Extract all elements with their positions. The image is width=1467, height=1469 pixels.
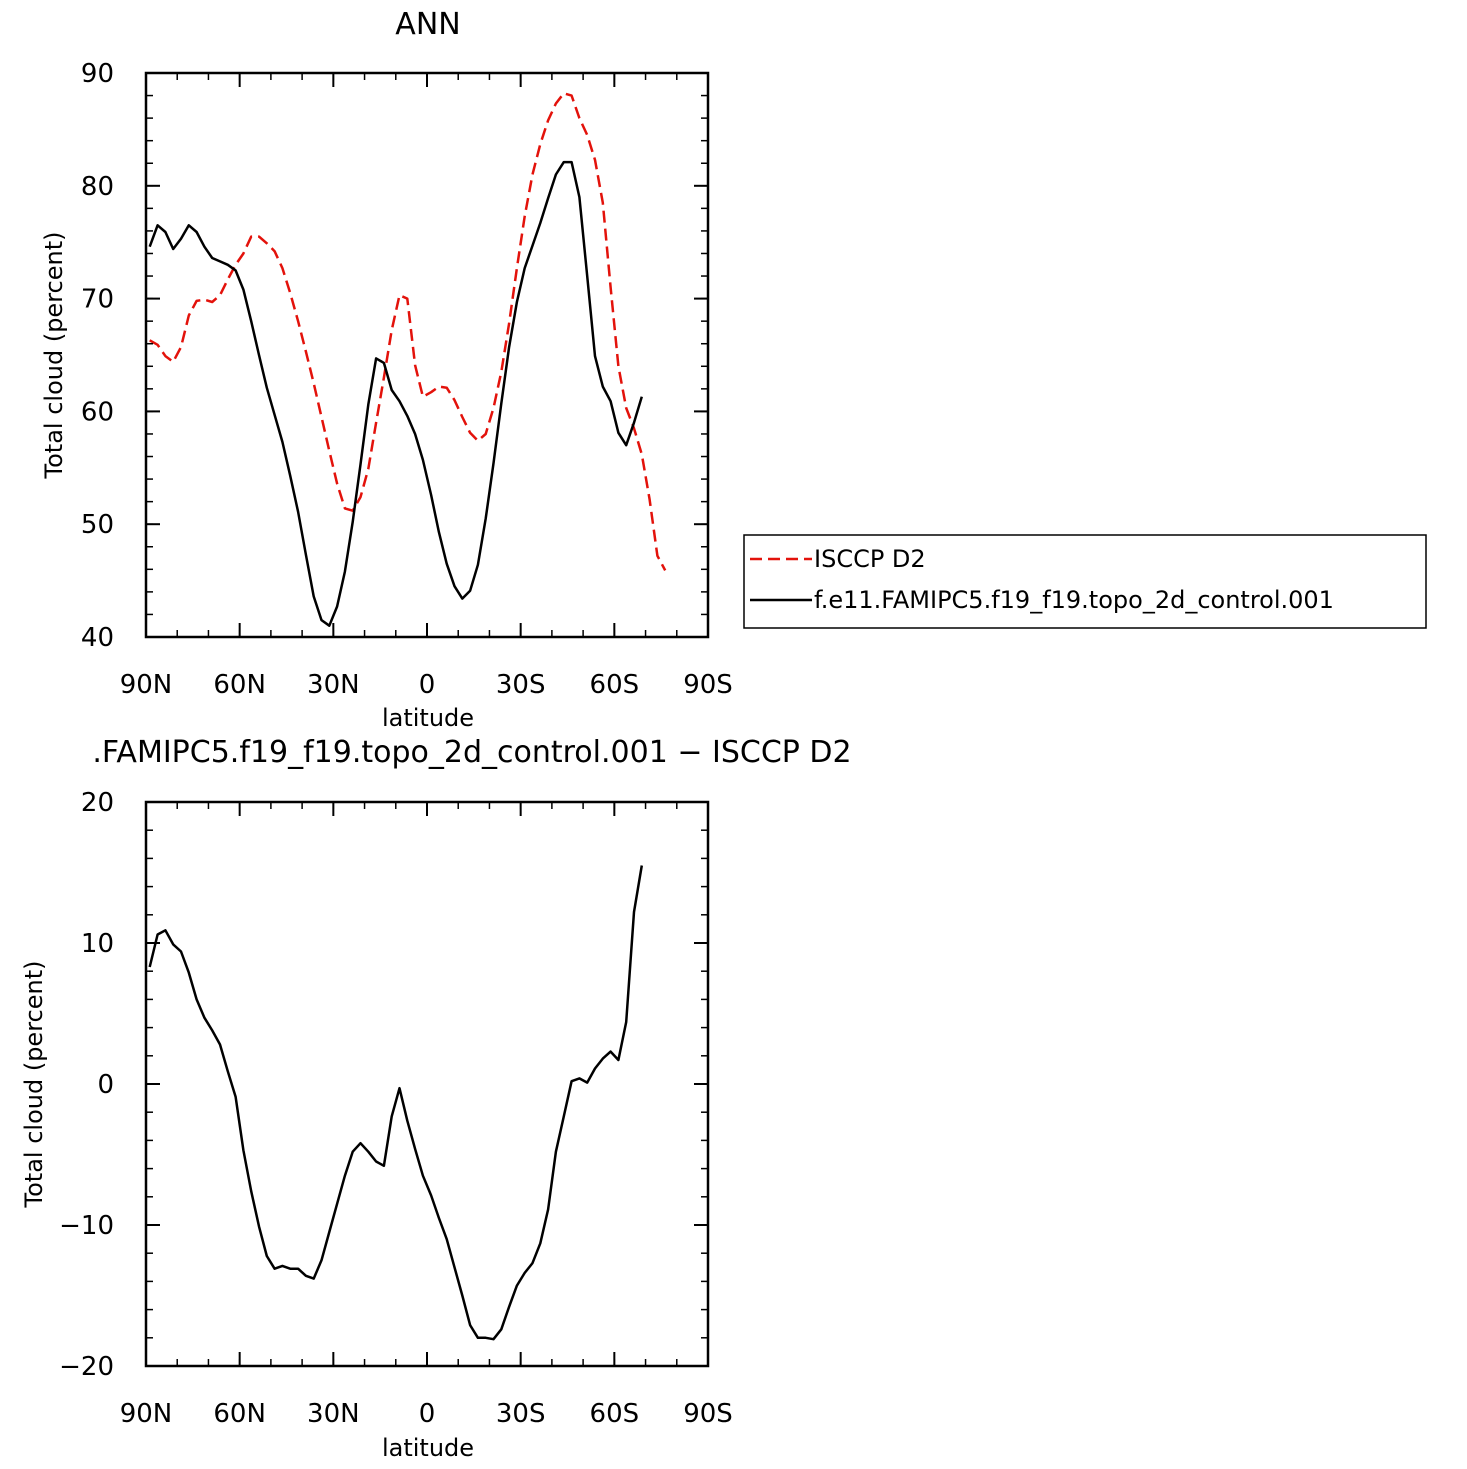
bottom-x-tick-label: 60N: [213, 1399, 266, 1429]
top-y-tick-label: 70: [81, 285, 114, 315]
bottom-chart-title: .FAMIPC5.f19_f19.topo_2d_control.001 − I…: [92, 735, 851, 770]
bottom-x-tick-label: 90S: [683, 1399, 733, 1429]
top-x-tick-label: 60N: [213, 670, 266, 700]
bottom-y-tick-label: −10: [59, 1211, 114, 1241]
bottom-x-axis-label: latitude: [382, 1434, 474, 1462]
top-panel: ANN 40 50 60 70 80 90 90N 60N 30N 0 30S 60S 90S Tota…: [40, 7, 1427, 732]
bottom-x-tick-label: 30S: [496, 1399, 546, 1429]
top-y-tick-label: 40: [81, 623, 114, 653]
legend-label-isccp: ISCCP D2: [814, 545, 926, 573]
top-y-tick-label: 50: [81, 510, 114, 540]
bottom-x-tick-label: 60S: [590, 1399, 640, 1429]
top-series-line-0: [149, 92, 667, 571]
top-y-tick-label: 80: [81, 172, 114, 202]
top-x-tick-label: 0: [419, 670, 436, 700]
bottom-y-tick-label: 0: [97, 1070, 114, 1100]
top-y-axis-label: Total cloud (percent): [40, 232, 68, 480]
bottom-x-tick-label: 90N: [120, 1399, 173, 1429]
top-y-tick-label: 60: [81, 397, 114, 427]
top-x-axis-label: latitude: [382, 704, 474, 732]
top-x-tick-label: 30N: [307, 670, 360, 700]
top-plot-frame: [144, 71, 710, 639]
top-x-tick-label: 30S: [496, 670, 546, 700]
top-x-tick-label: 90S: [683, 670, 733, 700]
bottom-series-group: [148, 865, 644, 1341]
top-x-tick-label: 90N: [120, 670, 173, 700]
bottom-panel: .FAMIPC5.f19_f19.topo_2d_control.001 − I…: [20, 735, 852, 1462]
bottom-ticks-group: −20 −10 0 10 20 90N 60N 30N 0 30S 60S 90S: [59, 788, 733, 1429]
bottom-y-tick-label: 20: [81, 788, 114, 818]
top-series-group: [148, 92, 667, 627]
top-series-line-1: [148, 160, 643, 627]
bottom-series-line-0: [148, 865, 644, 1341]
bottom-x-tick-label: 0: [419, 1399, 436, 1429]
top-ticks-group: 40 50 60 70 80 90 90N 60N 30N 0 30S 60S 90S: [81, 59, 733, 700]
top-x-tick-label: 60S: [590, 670, 640, 700]
bottom-y-axis-label: Total cloud (percent): [20, 961, 48, 1209]
legend-label-model: f.e11.FAMIPC5.f19_f19.topo_2d_control.00…: [814, 586, 1334, 614]
bottom-plot-frame: [144, 800, 710, 1368]
bottom-y-tick-label: 10: [81, 929, 114, 959]
bottom-y-tick-label: −20: [59, 1352, 114, 1382]
bottom-x-tick-label: 30N: [307, 1399, 360, 1429]
top-chart-title: ANN: [395, 7, 460, 42]
legend: ISCCP D2 f.e11.FAMIPC5.f19_f19.topo_2d_c…: [743, 534, 1427, 629]
legend-box: [743, 534, 1427, 629]
top-y-tick-label: 90: [81, 59, 114, 89]
